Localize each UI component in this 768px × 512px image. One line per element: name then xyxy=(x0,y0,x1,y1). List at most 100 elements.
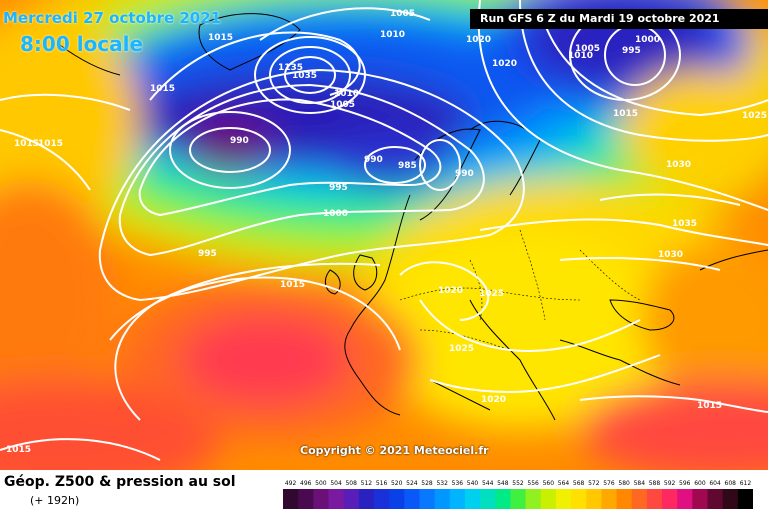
isobar-label: 990 xyxy=(455,169,474,179)
weather-map: 1005 1020 1015 1015 1010 1005 1010 995 1… xyxy=(0,0,768,470)
isobar-label: 1035 xyxy=(672,219,697,229)
legend-tick-label: 536 xyxy=(452,480,464,487)
legend-tick-label: 512 xyxy=(361,480,373,487)
color-legend: 492 496 500 504 508 512 516 520 524 528 532 536 540 5… xyxy=(283,480,753,509)
isobar-label: 990 xyxy=(364,155,383,165)
legend-swatch xyxy=(389,489,405,509)
product-title: Géop. Z500 & pression au sol xyxy=(4,474,236,490)
legend-tick-label: 612 xyxy=(740,480,752,487)
legend-tick-label: 544 xyxy=(482,480,494,487)
isobar-label: 1015 xyxy=(6,445,31,455)
legend-swatch xyxy=(692,489,709,509)
isobar-label: 1030 xyxy=(666,160,691,170)
isobar-labels: 1005 1020 1015 1015 1010 1005 1010 995 1… xyxy=(6,9,767,455)
isobar-label: 1010 xyxy=(568,51,593,61)
isobar-label: 1020 xyxy=(492,59,517,69)
legend-swatch xyxy=(313,489,329,509)
legend-swatch xyxy=(586,489,602,509)
run-info-banner: Run GFS 6 Z du Mardi 19 octobre 2021 xyxy=(470,9,768,29)
isobar-label: 1015 xyxy=(280,280,305,290)
legend-tick-label: 552 xyxy=(512,480,524,487)
legend-swatch xyxy=(419,489,436,509)
isobar-label: 990 xyxy=(230,136,249,146)
legend-tick-label: 584 xyxy=(634,480,646,487)
legend-swatch xyxy=(540,489,557,509)
isobar-label: 995 xyxy=(622,46,641,56)
legend-swatch xyxy=(555,489,572,509)
legend-tick-label: 556 xyxy=(527,480,539,487)
isobar-label: 1020 xyxy=(438,286,463,296)
isobar-label: 1015 xyxy=(14,139,39,149)
legend-tick-label: 532 xyxy=(436,480,448,487)
isobar-label: 1005 xyxy=(575,44,600,54)
isobar-label: 1030 xyxy=(658,250,683,260)
legend-tick-label: 528 xyxy=(421,480,433,487)
isobar-label: 1025 xyxy=(742,111,767,121)
geopotential-map-canvas: 1005 1020 1015 1015 1010 1005 1010 995 1… xyxy=(0,0,768,470)
legend-tick-label: 492 xyxy=(285,480,297,487)
legend-tick-label: 500 xyxy=(315,480,327,487)
isobar-label: 1020 xyxy=(466,35,491,45)
isobar-label: 1020 xyxy=(481,395,506,405)
legend-tick-label: 520 xyxy=(391,480,403,487)
legend-swatch xyxy=(480,489,496,509)
isobar-label: 1025 xyxy=(449,344,474,354)
legend-tick-label: 576 xyxy=(603,480,615,487)
legend-swatch xyxy=(707,489,724,509)
legend-tick-label: 496 xyxy=(300,480,312,487)
coastlines xyxy=(59,13,768,421)
legend-swatch xyxy=(737,489,753,509)
isobar-label: 1000 xyxy=(635,35,660,45)
isobar-label: 1015 xyxy=(208,33,233,43)
legend-swatch xyxy=(328,489,345,509)
run-label: Run GFS 6 Z du Mardi 19 octobre 2021 xyxy=(480,12,720,25)
legend-swatch xyxy=(646,489,663,509)
lead-time-label: (+ 192h) xyxy=(30,494,80,507)
legend-tick-label: 596 xyxy=(679,480,691,487)
isobar-label: 1015 xyxy=(697,401,722,411)
isobar-label: 1015 xyxy=(613,109,638,119)
isobar-label: 1010 xyxy=(380,30,405,40)
legend-tick-label: 568 xyxy=(573,480,585,487)
legend-tick-label: 548 xyxy=(497,480,509,487)
isobar-label: 1135 xyxy=(278,63,303,73)
legend-tick-label: 504 xyxy=(330,480,342,487)
isobar-label: 1010 xyxy=(334,89,359,99)
legend-swatch xyxy=(449,489,466,509)
legend-tick-label: 608 xyxy=(725,480,737,487)
legend-tick-label: 588 xyxy=(649,480,661,487)
legend-tick-label: 572 xyxy=(588,480,600,487)
isobar-label: 995 xyxy=(198,249,217,259)
legend-tick-label: 580 xyxy=(618,480,630,487)
legend-tick-label: 540 xyxy=(467,480,479,487)
legend-swatch xyxy=(464,489,481,509)
legend-swatch xyxy=(283,489,299,509)
isobar-label: 1005 xyxy=(330,100,355,110)
isobar-label: 1025 xyxy=(479,289,504,299)
legend-tick-label: 508 xyxy=(345,480,357,487)
valid-date-label: Mercredi 27 octobre 2021 xyxy=(3,9,222,27)
legend-tick-label: 524 xyxy=(406,480,418,487)
legend-swatch xyxy=(601,489,618,509)
copyright-label: Copyright © 2021 Meteociel.fr xyxy=(300,444,489,457)
legend-tick-label: 564 xyxy=(558,480,570,487)
isobar-label: 1015 xyxy=(150,84,175,94)
isobar-label: 1015 xyxy=(38,139,63,149)
isobar-label: 995 xyxy=(329,183,348,193)
legend-swatch xyxy=(677,489,693,509)
legend-swatch xyxy=(662,489,678,509)
legend-swatch xyxy=(298,489,314,509)
isobar-label: 1000 xyxy=(323,209,348,219)
legend-tick-label: 600 xyxy=(694,480,706,487)
legend-swatch xyxy=(358,489,375,509)
legend-swatch xyxy=(525,489,542,509)
legend-swatch xyxy=(434,489,451,509)
legend-swatch xyxy=(631,489,648,509)
isobar-label: 1005 xyxy=(390,9,415,19)
legend-tick-label: 592 xyxy=(664,480,676,487)
borders xyxy=(399,229,641,351)
local-time-label: 8:00 locale xyxy=(20,32,144,56)
legend-swatch xyxy=(404,489,420,509)
isobars xyxy=(0,0,768,461)
legend-swatch xyxy=(722,489,739,509)
